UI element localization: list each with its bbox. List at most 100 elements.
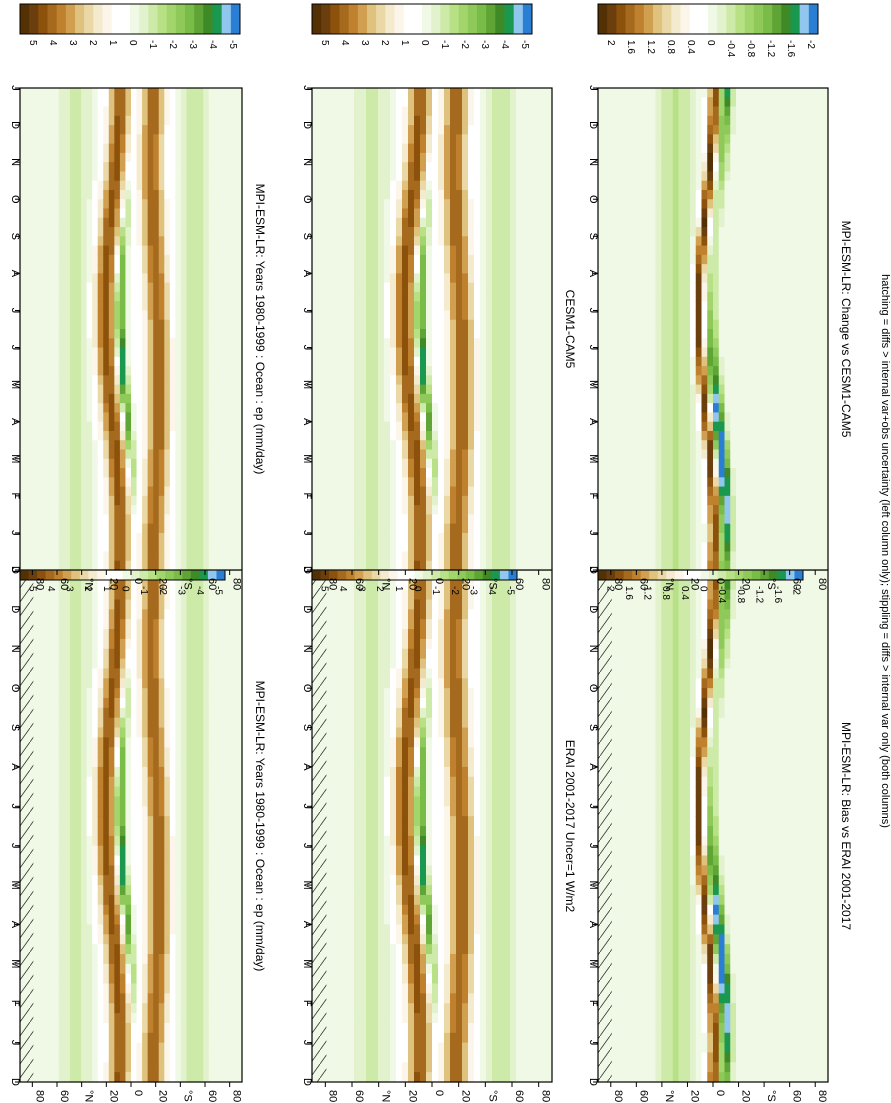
heatmap-cell	[31, 609, 38, 620]
heatmap-cell	[97, 264, 104, 274]
heatmap-cell	[236, 688, 243, 699]
month-label: A	[9, 270, 21, 278]
heatmap-cell	[75, 217, 82, 228]
heatmap-cell	[219, 458, 226, 469]
heatmap-cell	[86, 747, 93, 758]
heatmap-cell	[378, 609, 385, 620]
heatmap-cell	[348, 599, 355, 610]
heatmap-cell	[203, 1013, 210, 1024]
heatmap-cell	[180, 944, 188, 955]
heatmap-cell	[164, 319, 171, 330]
heatmap-cell	[336, 776, 343, 788]
heatmap-cell	[384, 855, 391, 866]
heatmap-cell	[108, 180, 115, 191]
heatmap-cell	[169, 796, 176, 807]
heatmap-cell	[336, 757, 343, 768]
heatmap-cell	[142, 1003, 149, 1014]
heatmap-cell	[366, 924, 373, 935]
heatmap-cell	[31, 983, 38, 994]
heatmap-cell	[75, 468, 82, 478]
heatmap-cell	[125, 106, 132, 117]
heatmap-cell	[25, 97, 32, 108]
heatmap-cell	[131, 648, 138, 660]
heatmap-cell	[236, 338, 243, 349]
heatmap-cell	[47, 865, 54, 876]
heatmap-cell	[186, 291, 193, 302]
heatmap-cell	[324, 717, 331, 729]
heatmap-cell	[64, 560, 71, 571]
heatmap-cell	[342, 579, 349, 591]
heatmap-cell	[25, 152, 32, 163]
heatmap-cell	[214, 806, 221, 817]
heatmap-cell	[75, 254, 82, 265]
heatmap-cell	[180, 551, 188, 562]
heatmap-cell	[92, 106, 99, 117]
heatmap-cell	[225, 245, 232, 256]
heatmap-cell	[186, 495, 193, 506]
heatmap-cell	[114, 97, 121, 108]
heatmap-cell	[378, 944, 385, 955]
heatmap-cell	[225, 152, 232, 163]
heatmap-cell	[219, 894, 226, 906]
heatmap-cell	[131, 495, 138, 506]
heatmap-cell	[47, 766, 54, 778]
heatmap-cell	[342, 707, 349, 719]
heatmap-cell	[142, 264, 149, 274]
heatmap-cell	[147, 954, 154, 965]
heatmap-cell	[225, 678, 232, 689]
heatmap-cell	[372, 944, 379, 955]
heatmap-cell	[164, 786, 171, 798]
heatmap-cell	[169, 678, 176, 689]
heatmap-cell	[36, 1032, 43, 1044]
heatmap-cell	[108, 403, 115, 414]
colorbar-label: -1	[138, 586, 149, 595]
heatmap-cell	[86, 826, 93, 837]
heatmap-cell	[180, 954, 188, 965]
heatmap-cell	[180, 301, 188, 312]
heatmap-cell	[31, 688, 38, 699]
heatmap-cell	[348, 796, 355, 807]
heatmap-cell	[64, 254, 71, 265]
heatmap-cell	[336, 589, 343, 601]
heatmap-cell	[86, 319, 93, 330]
heatmap-cell	[192, 449, 199, 460]
heatmap-cell	[219, 440, 226, 451]
heatmap-cell	[31, 440, 38, 451]
heatmap-cell	[372, 766, 379, 778]
heatmap-cell	[131, 551, 138, 562]
heatmap-cell	[81, 698, 88, 709]
heatmap-cell	[192, 835, 199, 847]
heatmap-cell	[336, 786, 343, 798]
heatmap-cell	[36, 560, 43, 571]
heatmap-cell	[169, 766, 176, 778]
heatmap-cell	[31, 208, 38, 219]
heatmap-cell	[219, 1003, 226, 1014]
heatmap-cell	[192, 217, 199, 228]
heatmap-cell	[384, 737, 391, 748]
heatmap-cell	[354, 885, 361, 896]
heatmap-cell	[186, 301, 193, 312]
heatmap-cell	[203, 963, 210, 975]
heatmap-cell	[336, 993, 343, 1004]
heatmap-cell	[342, 894, 349, 906]
heatmap-cell	[214, 217, 221, 228]
heatmap-cell	[119, 1072, 127, 1083]
heatmap-cell	[131, 776, 138, 788]
heatmap-cell	[53, 291, 60, 302]
heatmap-cell	[175, 1072, 182, 1083]
heatmap-cell	[219, 806, 226, 817]
heatmap-cell	[119, 619, 127, 630]
heatmap-cell	[192, 291, 199, 302]
heatmap-cell	[142, 678, 149, 689]
heatmap-cell	[197, 217, 204, 228]
heatmap-cell	[53, 875, 60, 886]
heatmap-cell	[366, 648, 373, 660]
heatmap-cell	[208, 486, 215, 497]
heatmap-cell	[69, 236, 77, 247]
heatmap-cell	[236, 776, 243, 788]
heatmap-cell	[366, 894, 373, 906]
heatmap-cell	[175, 737, 182, 748]
heatmap-cell	[131, 347, 138, 358]
lat-label: 20	[157, 578, 169, 590]
heatmap-cell	[69, 514, 77, 525]
